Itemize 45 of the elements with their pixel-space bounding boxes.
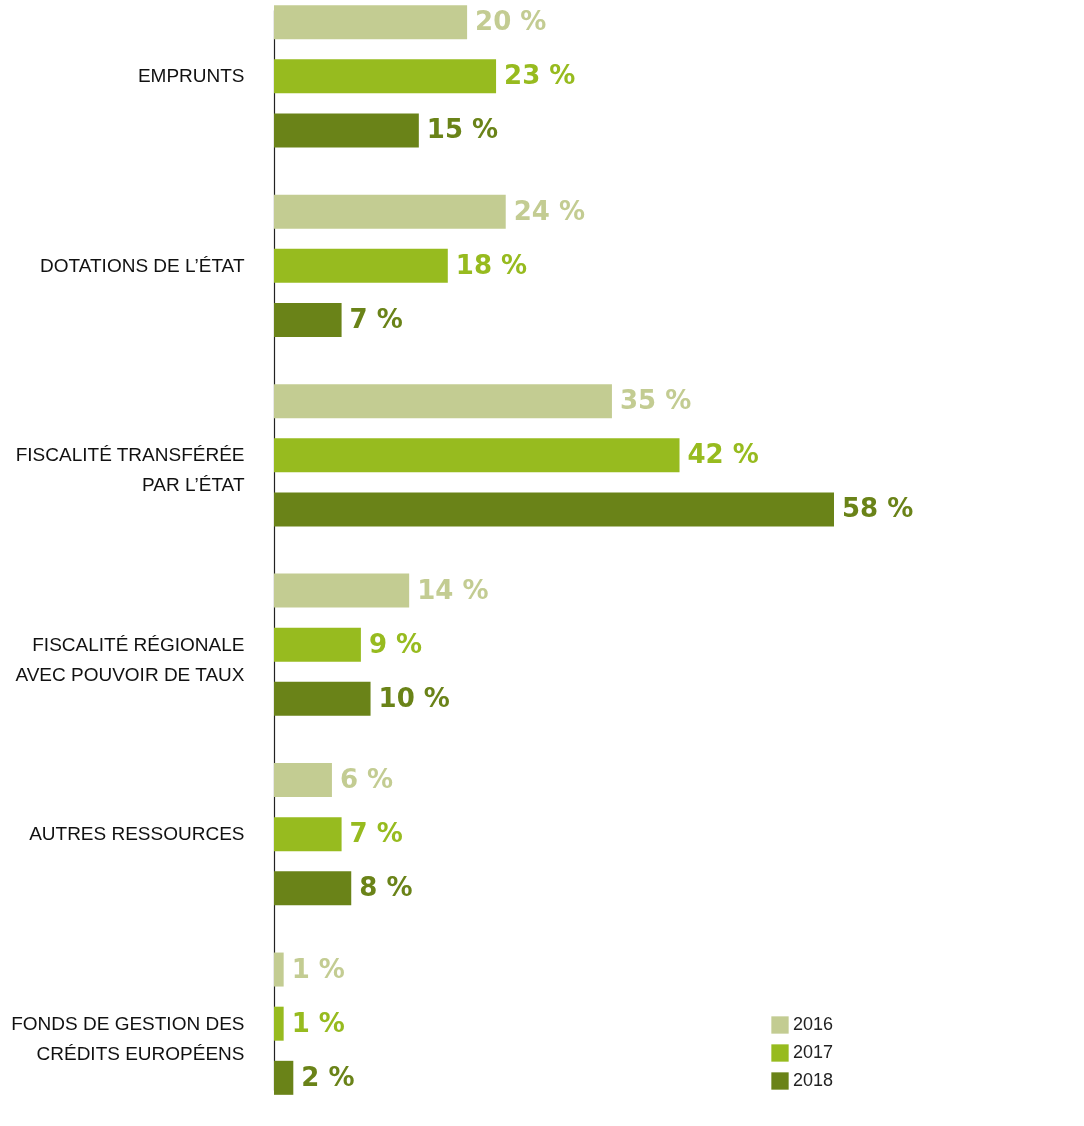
- data-label: 20 %: [475, 6, 547, 37]
- bar: [274, 5, 468, 40]
- bar: [274, 302, 342, 337]
- bar: [274, 681, 371, 716]
- y-tick-label: DOTATIONS DE L’ÉTAT: [40, 254, 245, 276]
- data-label: 58 %: [842, 493, 914, 524]
- legend-label: 2017: [793, 1042, 834, 1062]
- y-tick-label: FONDS DE GESTION DES CRÉDITS EUROPÉENS: [11, 1012, 245, 1064]
- bar: [274, 113, 419, 148]
- bar: [274, 248, 448, 283]
- data-label: 23 %: [504, 60, 576, 91]
- bar: [274, 59, 497, 94]
- y-tick-label: FISCALITÉ TRANSFÉRÉE PAR L’ÉTAT: [15, 444, 245, 496]
- legend-label: 2018: [793, 1070, 834, 1090]
- data-label: 7 %: [349, 818, 403, 849]
- data-label: 42 %: [687, 439, 759, 470]
- data-label: 1 %: [291, 1007, 345, 1038]
- data-label: 15 %: [426, 114, 499, 145]
- data-label: 8 %: [359, 872, 413, 903]
- bar: [274, 817, 342, 852]
- bar: [274, 1006, 284, 1041]
- bar: [274, 763, 332, 798]
- bar: [274, 194, 506, 229]
- y-tick-label: FISCALITÉ RÉGIONALE AVEC POUVOIR DE TAUX: [15, 633, 245, 685]
- y-tick-label: AUTRES RESSOURCES: [29, 823, 245, 845]
- bar: [274, 492, 834, 527]
- data-label: 35 %: [619, 385, 692, 416]
- data-label: 18 %: [455, 249, 528, 280]
- data-label: 24 %: [513, 195, 586, 226]
- bar: [274, 627, 361, 662]
- bar: [274, 384, 612, 419]
- y-tick-label: EMPRUNTS: [137, 65, 245, 87]
- bar: [274, 871, 352, 906]
- data-label: 2 %: [301, 1061, 355, 1092]
- bar: [274, 438, 680, 473]
- legend-label: 2016: [793, 1014, 834, 1034]
- data-label: 7 %: [349, 303, 403, 334]
- bar: [274, 1060, 294, 1095]
- data-label: 10 %: [378, 682, 450, 713]
- data-label: 14 %: [417, 574, 489, 605]
- data-label: 6 %: [339, 764, 394, 795]
- data-label: 9 %: [368, 628, 423, 659]
- bar: [274, 952, 284, 987]
- data-label: 1 %: [291, 953, 345, 984]
- bar: [274, 573, 410, 608]
